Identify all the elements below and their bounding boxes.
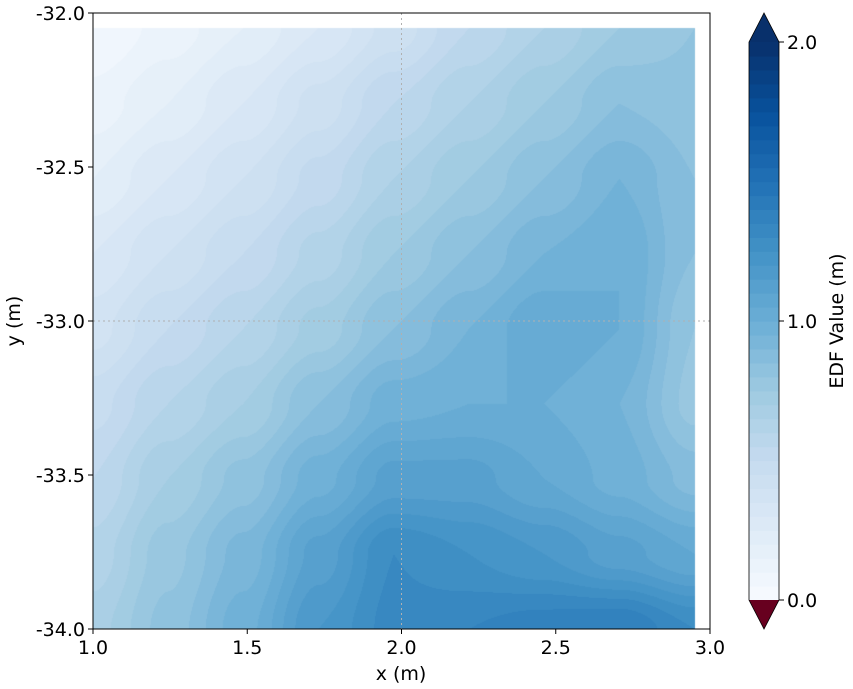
colorbar-level bbox=[749, 446, 779, 462]
colorbar-level bbox=[749, 586, 779, 601]
x-tick-label: 2.0 bbox=[386, 637, 416, 659]
colorbar-level bbox=[749, 376, 779, 392]
x-tick-label: 2.5 bbox=[541, 637, 571, 659]
colorbar-level bbox=[749, 167, 779, 183]
colorbar-level bbox=[749, 544, 779, 559]
x-tick-label: 1.5 bbox=[232, 637, 262, 659]
colorbar-level bbox=[749, 153, 779, 169]
colorbar-level bbox=[749, 279, 779, 294]
gridlines bbox=[93, 13, 710, 629]
colorbar-level bbox=[749, 97, 779, 113]
colorbar-over-extend bbox=[749, 13, 779, 42]
colorbar-level bbox=[749, 42, 779, 57]
x-tick-label: 1.0 bbox=[78, 637, 108, 659]
y-tick-label: -33.5 bbox=[36, 465, 85, 487]
y-tick-label: -32.5 bbox=[36, 157, 85, 179]
colorbar-level bbox=[749, 418, 779, 434]
colorbar-level bbox=[749, 265, 779, 280]
colorbar: 0.0 1.0 2.0 bbox=[748, 12, 817, 630]
colorbar-level bbox=[749, 83, 779, 99]
y-tick-label: -34.0 bbox=[36, 619, 85, 641]
colorbar-tick-label: 2.0 bbox=[787, 32, 817, 54]
y-tick-label: -33.0 bbox=[36, 311, 85, 333]
colorbar-tick-label: 0.0 bbox=[787, 590, 817, 612]
colorbar-level bbox=[749, 390, 779, 406]
colorbar-level bbox=[749, 237, 779, 252]
y-axis-label: y (m) bbox=[3, 296, 25, 347]
colorbar-level bbox=[749, 488, 779, 503]
colorbar-label: EDF Value (m) bbox=[826, 253, 848, 388]
x-tick-label: 3.0 bbox=[695, 637, 725, 659]
colorbar-level bbox=[749, 460, 779, 476]
colorbar-level bbox=[749, 334, 779, 350]
x-axis: 1.0 1.5 2.0 2.5 3.0 bbox=[78, 629, 725, 659]
colorbar-level bbox=[749, 362, 779, 378]
colorbar-level bbox=[749, 404, 779, 420]
colorbar-level bbox=[749, 432, 779, 448]
colorbar-level bbox=[749, 125, 779, 141]
colorbar-level bbox=[749, 69, 779, 85]
colorbar-level bbox=[749, 530, 779, 545]
colorbar-level bbox=[749, 55, 779, 71]
contour-fill bbox=[93, 13, 710, 629]
colorbar-level bbox=[749, 139, 779, 155]
y-tick-label: -32.0 bbox=[36, 3, 85, 25]
colorbar-level bbox=[749, 181, 779, 197]
plot-frame bbox=[92, 12, 711, 630]
colorbar-level bbox=[749, 572, 779, 587]
colorbar-level bbox=[749, 251, 779, 266]
colorbar-level bbox=[749, 348, 779, 364]
colorbar-under-extend bbox=[749, 600, 779, 629]
colorbar-level bbox=[749, 209, 779, 224]
colorbar-level bbox=[749, 223, 779, 238]
colorbar-level bbox=[749, 321, 779, 336]
colorbar-level bbox=[749, 195, 779, 210]
colorbar-level bbox=[749, 293, 779, 308]
x-axis-label: x (m) bbox=[376, 663, 427, 685]
colorbar-level bbox=[749, 516, 779, 531]
colorbar-level bbox=[749, 474, 779, 489]
colorbar-level bbox=[749, 558, 779, 573]
colorbar-level bbox=[749, 111, 779, 127]
colorbar-level bbox=[749, 502, 779, 517]
colorbar-level bbox=[749, 307, 779, 322]
colorbar-tick-label: 1.0 bbox=[787, 311, 817, 333]
y-axis: -32.0 -32.5 -33.0 -33.5 -34.0 bbox=[36, 3, 93, 641]
